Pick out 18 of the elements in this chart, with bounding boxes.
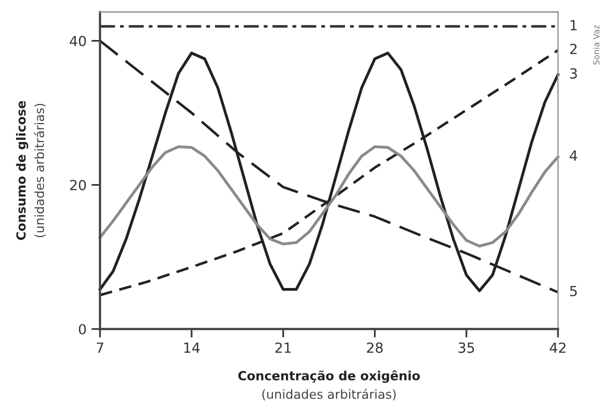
series-label: 5	[570, 286, 577, 296]
x-tick-label: 7	[96, 342, 104, 353]
x-axis-title: Concentração de oxigênio (unidades arbitrárias)	[238, 370, 420, 400]
series-label: 1	[570, 20, 577, 30]
x-tick-label: 42	[550, 342, 566, 353]
series-label: 4	[570, 150, 578, 161]
x-tick-label: 28	[366, 342, 383, 353]
series-label: 3	[570, 68, 577, 79]
y-tick-label: 20	[70, 180, 86, 190]
x-tick-label: 14	[184, 342, 200, 353]
y-tick-label: 40	[70, 36, 86, 46]
x-tick-label: 35	[458, 342, 474, 353]
y-tick-label: 0	[78, 324, 86, 334]
x-tick-label: 21	[275, 342, 291, 353]
line-series	[98, 145, 560, 248]
y-axis-title: Consumo de glicose (unidades arbitrárias)	[16, 101, 46, 240]
series-label: 2	[570, 44, 577, 54]
text: Sonia Vaz	[592, 25, 600, 65]
